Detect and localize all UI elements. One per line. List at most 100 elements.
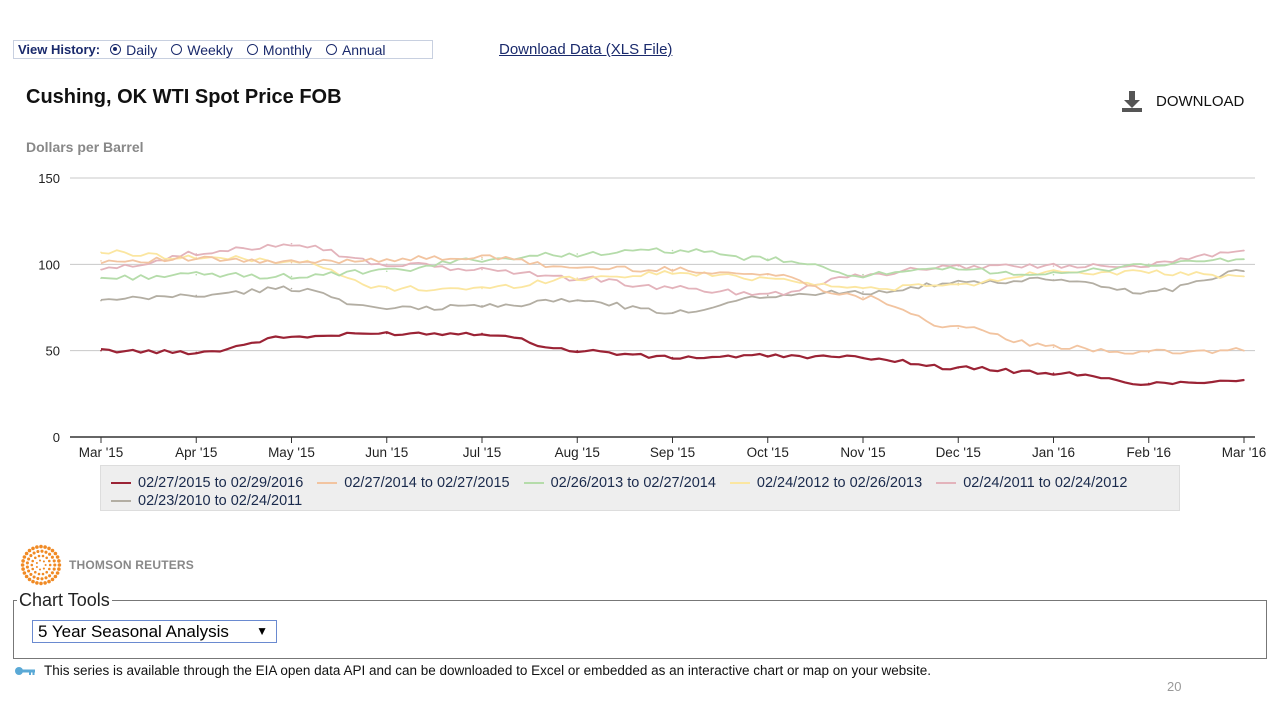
series-line-1 [100, 331, 1245, 386]
data-point [576, 253, 579, 255]
view-history-bar: View History: Daily Weekly Monthly Annua… [13, 40, 433, 59]
data-point [290, 336, 293, 338]
data-point [1147, 272, 1150, 274]
logo-dot [47, 546, 51, 551]
chart-tools-title: Chart Tools [17, 590, 112, 611]
logo-dot [44, 563, 47, 567]
download-button[interactable]: DOWNLOAD [1120, 89, 1244, 113]
data-point [1052, 372, 1055, 374]
data-point [1147, 263, 1150, 266]
data-point [1243, 258, 1245, 260]
legend-label: 02/23/2010 to 02/24/2011 [138, 493, 303, 509]
data-point [957, 367, 960, 369]
data-point [195, 253, 198, 255]
radio-checked-icon[interactable] [110, 44, 122, 55]
legend-label: 02/24/2011 to 02/24/2012 [963, 475, 1128, 491]
data-point [195, 294, 198, 297]
radio-unchecked-icon[interactable] [171, 44, 183, 55]
radio-unchecked-icon[interactable] [325, 44, 337, 55]
legend-swatch [317, 482, 338, 484]
legend-item[interactable]: 02/24/2012 to 02/26/2013 [729, 474, 922, 492]
logo-dot [48, 574, 52, 578]
data-point [1243, 270, 1245, 273]
data-point [1052, 346, 1055, 349]
series-line-2 [100, 254, 1245, 355]
data-point [1052, 279, 1055, 281]
data-point [1052, 265, 1055, 267]
x-tick-label: Aug '15 [555, 445, 600, 460]
legend-item[interactable]: 02/23/2010 to 02/24/2011 [111, 492, 302, 510]
logo-dot [34, 570, 37, 574]
radio-weekly[interactable]: Weekly [171, 42, 233, 58]
chart-tools-selected-value: 5 Year Seasonal Analysis [38, 621, 229, 641]
logo-dot [36, 549, 40, 554]
data-point [1243, 249, 1245, 252]
logo-dot [40, 577, 44, 581]
key-icon [15, 666, 35, 675]
legend-swatch [936, 482, 957, 484]
x-tick-label: Feb '16 [1126, 445, 1171, 460]
logo-dot [52, 567, 56, 571]
data-point [671, 287, 674, 290]
logo-dot [27, 557, 31, 561]
data-point [671, 356, 674, 359]
chart-title: Cushing, OK WTI Spot Price FOB [26, 86, 342, 108]
logo-dot [57, 563, 62, 567]
chart-tools-select[interactable]: 5 Year Seasonal Analysis ▼ [32, 620, 277, 643]
radio-annual[interactable]: Annual [325, 42, 386, 58]
data-point [671, 272, 674, 274]
legend-swatch [111, 500, 131, 502]
dropdown-arrow-icon[interactable]: ▼ [256, 624, 268, 638]
logo-dot [42, 560, 45, 563]
y-tick-label: 150 [38, 171, 60, 186]
data-point [385, 263, 388, 266]
logo-dot [32, 551, 36, 555]
logo-dot [50, 571, 54, 575]
data-point [195, 351, 198, 354]
data-point [766, 355, 769, 357]
radio-unchecked-icon[interactable] [246, 44, 258, 55]
logo-dot [48, 567, 51, 571]
data-point [862, 291, 864, 293]
logo-dot [47, 579, 51, 584]
legend-item[interactable]: 02/27/2014 to 02/27/2015 [317, 474, 510, 492]
logo-dot [44, 576, 48, 580]
radio-daily[interactable]: Daily [110, 42, 157, 58]
logo-dot [37, 572, 41, 576]
data-point [766, 273, 769, 276]
legend-item[interactable]: 02/26/2013 to 02/27/2014 [523, 474, 716, 492]
legend-item[interactable]: 02/27/2015 to 02/29/2016 [111, 474, 303, 492]
data-point [481, 287, 483, 290]
data-point [1147, 382, 1150, 385]
chart-legend: 02/27/2015 to 02/29/2016 02/27/2014 to 02… [100, 465, 1180, 511]
data-point [957, 327, 960, 330]
radio-monthly[interactable]: Monthly [246, 42, 312, 58]
legend-label: 02/27/2015 to 02/29/2016 [138, 475, 304, 491]
data-point [957, 284, 960, 286]
data-point [100, 260, 102, 262]
logo-dot [41, 572, 45, 576]
logo-dot [31, 579, 35, 584]
data-point [766, 292, 769, 295]
logo-dot [48, 552, 52, 556]
data-point [671, 311, 674, 314]
radio-weekly-label: Weekly [187, 41, 233, 58]
logo-dot [50, 548, 55, 553]
data-point [1243, 349, 1245, 352]
data-point [481, 332, 483, 335]
data-point [385, 308, 388, 311]
data-point [1243, 275, 1245, 278]
logo-dot [35, 581, 39, 585]
logo-dot [53, 563, 57, 567]
x-tick-label: Mar '15 [79, 445, 124, 460]
download-data-link[interactable]: Download Data (XLS File) [499, 41, 673, 58]
data-point [862, 287, 864, 290]
logo-dot [50, 555, 54, 559]
data-point [100, 251, 102, 254]
legend-item[interactable]: 02/24/2011 to 02/24/2012 [936, 474, 1127, 492]
x-tick-label: Jul '15 [463, 445, 502, 460]
logo-dot [40, 549, 44, 553]
logo-dot [41, 554, 45, 558]
data-point [1243, 379, 1245, 381]
x-tick-label: Jun '15 [365, 445, 408, 460]
